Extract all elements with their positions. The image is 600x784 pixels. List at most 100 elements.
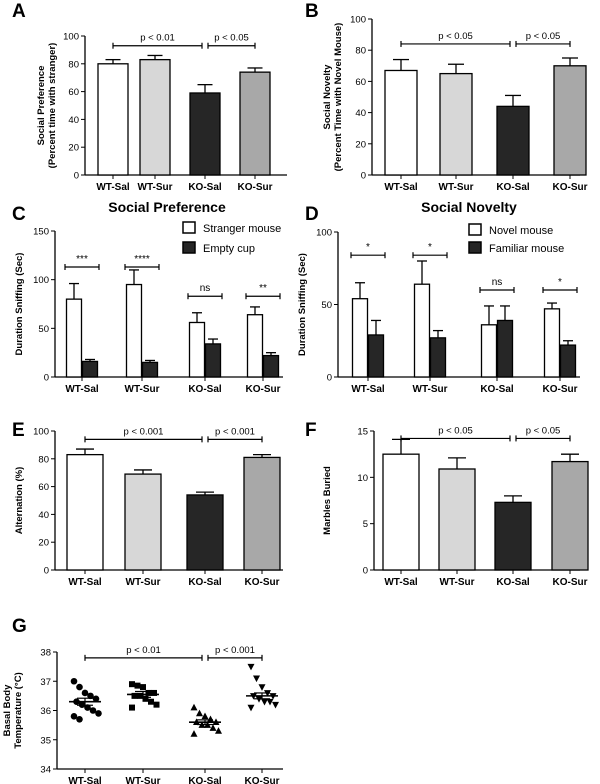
p-value-label: p < 0.001 <box>215 426 255 437</box>
data-point <box>201 712 209 720</box>
data-point <box>87 692 94 700</box>
data-point <box>272 701 279 709</box>
p-value-label: p < 0.001 <box>124 426 164 437</box>
bar <box>65 298 83 378</box>
x-tick-label: WT-Sur <box>126 776 161 784</box>
data-point <box>258 684 266 691</box>
data-point <box>95 710 102 717</box>
y-tick-label: 80 <box>68 59 79 70</box>
data-point <box>131 692 138 699</box>
y-axis-label: (Percent Time with Novel Mouse) <box>333 23 344 172</box>
y-tick-label: 100 <box>316 228 332 239</box>
panel-a: A 0 20 40 60 80 100 WT-Sal WT-Sur KO-Sal KO-Sur Soc… <box>12 1 287 193</box>
x-tick-label: WT-Sur <box>440 577 475 588</box>
y-axis-label: (Percent time with stranger) <box>47 43 58 169</box>
x-tick-label: KO-Sur <box>238 182 273 193</box>
x-tick-label: WT-Sal <box>65 384 99 395</box>
y-axis-label: Temperature (°C) <box>13 672 24 748</box>
data-point <box>253 675 260 683</box>
x-tick-label: KO-Sal <box>188 182 222 193</box>
data-point <box>190 703 198 711</box>
y-tick-label: 40 <box>68 115 79 126</box>
legend-swatch <box>182 221 196 234</box>
bar <box>553 65 587 176</box>
data-point <box>129 704 135 711</box>
panel-f: F 0 5 10 15 WT-Sal WT-Sur KO-Sal KO-Sur Marbles B… <box>305 420 589 588</box>
significance-label: ns <box>492 277 503 288</box>
y-tick-label: 100 <box>33 427 49 438</box>
significance-label: ** <box>259 283 267 294</box>
y-tick-label: 20 <box>68 143 79 154</box>
bar <box>246 314 264 378</box>
legend-label: Familiar mouse <box>489 243 564 255</box>
bar <box>139 58 171 176</box>
x-tick-label: WT-Sur <box>439 182 474 193</box>
y-tick-label: 100 <box>350 15 366 26</box>
data-point <box>247 663 255 671</box>
panel-letter: D <box>305 204 319 225</box>
panel-b: B 0 20 40 60 80 100 WT-Sal WT-Sur KO-Sal KO-Sur Soc… <box>305 1 588 193</box>
bar <box>204 343 222 378</box>
bar <box>243 456 281 571</box>
x-tick-label: KO-Sal <box>188 776 222 784</box>
y-tick-label: 37 <box>40 677 51 688</box>
y-tick-label: 80 <box>355 46 366 57</box>
y-tick-label: 100 <box>33 275 49 286</box>
y-axis-label: Marbles Buried <box>322 466 333 535</box>
bar <box>439 72 473 176</box>
legend-swatch <box>468 223 482 236</box>
y-axis-label: Basal Body <box>2 684 13 736</box>
x-tick-label: WT-Sal <box>68 577 102 588</box>
x-tick-label: KO-Sal <box>188 384 222 395</box>
significance-label: ns <box>200 283 211 294</box>
bar <box>438 468 476 571</box>
x-tick-label: KO-Sal <box>480 384 514 395</box>
x-tick-label: WT-Sur <box>138 182 173 193</box>
y-axis-label: Social Preference <box>36 66 47 146</box>
p-value-label: p < 0.05 <box>526 425 561 436</box>
panel-e: E 0 20 40 60 80 100 WT-Sal WT-Sur KO-Sal KO-Sur Alt… <box>12 420 283 588</box>
data-point <box>134 682 141 689</box>
x-tick-label: WT-Sur <box>126 577 161 588</box>
data-point <box>148 698 154 705</box>
data-point <box>76 683 83 691</box>
bar <box>262 354 280 378</box>
x-tick-label: KO-Sur <box>245 776 280 784</box>
data-point <box>153 701 160 708</box>
y-tick-label: 36 <box>40 706 51 717</box>
x-tick-label: KO-Sur <box>543 384 578 395</box>
legend-swatch <box>182 241 196 254</box>
y-tick-label: 60 <box>38 482 49 493</box>
data-point <box>140 684 146 691</box>
y-tick-label: 60 <box>68 87 79 98</box>
y-axis-label: Duration Sniffing (Sec) <box>14 253 25 356</box>
data-point <box>137 692 143 699</box>
bar <box>551 460 589 571</box>
y-tick-label: 150 <box>33 227 49 238</box>
p-value-label: p < 0.01 <box>140 33 175 44</box>
panel-letter: C <box>12 204 26 225</box>
data-point <box>247 704 255 712</box>
y-tick-label: 0 <box>327 373 332 384</box>
significance-label: * <box>558 277 562 288</box>
bar <box>141 361 159 378</box>
p-value-label: p < 0.001 <box>215 645 255 656</box>
bar <box>97 63 129 176</box>
x-tick-label: KO-Sur <box>553 577 588 588</box>
p-value-label: p < 0.05 <box>526 31 561 42</box>
legend-label: Novel mouse <box>489 225 553 237</box>
data-point <box>142 695 149 702</box>
data-point <box>190 730 198 737</box>
bar <box>367 334 385 378</box>
data-point <box>70 713 78 720</box>
panel-letter: A <box>12 1 26 22</box>
bar <box>559 344 577 378</box>
x-tick-label: KO-Sur <box>553 182 588 193</box>
x-tick-label: KO-Sur <box>246 384 281 395</box>
data-point <box>92 695 100 703</box>
data-point <box>151 689 157 696</box>
y-axis-label: Social Novelty <box>322 64 333 130</box>
x-tick-label: KO-Sur <box>245 577 280 588</box>
y-tick-label: 0 <box>44 566 49 577</box>
